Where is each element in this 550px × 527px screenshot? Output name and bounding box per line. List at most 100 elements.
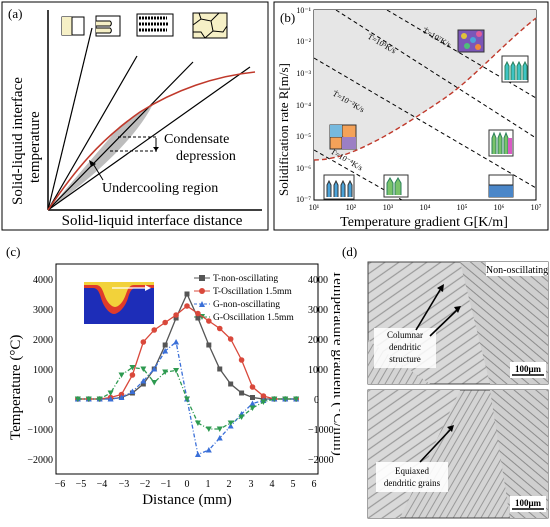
panel-c-xtick: −5 bbox=[76, 479, 87, 490]
panel-c-xtick: −1 bbox=[161, 479, 172, 490]
series-1-point bbox=[184, 291, 190, 297]
series-1-point bbox=[217, 366, 223, 372]
green-columns-icon bbox=[383, 174, 409, 198]
series-3-point bbox=[107, 396, 114, 402]
panel-c: (c) −6 −5 −4 −3 −2 −1 0 1 2 3 4 5 6 −200… bbox=[6, 244, 340, 508]
panel-b-ytick: 10⁻² bbox=[296, 37, 311, 46]
panel-c-ytick-left: −2000 bbox=[27, 455, 53, 466]
series-4-point bbox=[162, 369, 169, 375]
panel-c-ylabel-right: Temperature gradient (°C/mm) bbox=[330, 270, 340, 456]
multicolor-grains-icon bbox=[457, 29, 485, 53]
panel-a-xlabel: Solid-liquid interface distance bbox=[62, 213, 243, 229]
panel-d: (d) Non-oscillating Columnar dendritic s… bbox=[340, 240, 550, 522]
top-annotation-3: structure bbox=[389, 354, 421, 364]
panel-b-ytick: 10⁻⁴ bbox=[296, 101, 311, 110]
series-4-point bbox=[173, 368, 180, 374]
condensate-text-2: depression bbox=[176, 149, 236, 164]
panel-c-x-ticks: −6 −5 −4 −3 −2 −1 0 1 2 3 4 5 6 bbox=[55, 479, 317, 490]
series-4-point bbox=[194, 420, 201, 426]
series-2-point bbox=[195, 310, 201, 317]
columnar-top-icon bbox=[501, 55, 529, 83]
series-4-point bbox=[184, 396, 190, 402]
panel-c-ytick-right: 0 bbox=[314, 395, 319, 406]
series-1-point bbox=[250, 395, 255, 400]
series-3-point bbox=[173, 339, 180, 345]
panel-c-xtick: 5 bbox=[291, 479, 296, 490]
series-2-point bbox=[249, 384, 256, 390]
series-4-point bbox=[238, 414, 245, 420]
legend-g-osc: G-Oscillation 1.5mm bbox=[213, 313, 294, 323]
series-2-point bbox=[238, 357, 245, 363]
series-4-point bbox=[249, 405, 256, 411]
panel-c-label: (c) bbox=[6, 244, 20, 259]
panel-b-ytick: 10⁻⁷ bbox=[296, 195, 311, 204]
liquidus-curve bbox=[47, 71, 256, 211]
panel-c-xtick: 1 bbox=[206, 479, 211, 490]
panel-c-ytick-right: 2000 bbox=[308, 335, 328, 346]
undercooling-arrowhead-icon bbox=[89, 160, 96, 167]
bottom-annotation-1: Equiaxed bbox=[395, 466, 429, 476]
panel-a-ylabel-2: temperature bbox=[27, 111, 43, 183]
arrowhead-icon bbox=[454, 306, 461, 313]
series-4-point bbox=[282, 396, 289, 402]
panel-c-ytick-right: 4000 bbox=[308, 275, 328, 286]
series-2-point bbox=[129, 372, 136, 378]
series-3-point bbox=[162, 348, 169, 354]
structure-line-3 bbox=[47, 61, 194, 211]
panel-c-ytick-right: 1000 bbox=[308, 365, 328, 376]
panel-c-ytick-right: −1000 bbox=[308, 425, 334, 436]
series-4-point bbox=[216, 426, 223, 432]
condensate-text-1: Condensate bbox=[164, 132, 229, 147]
panel-c-xtick: −6 bbox=[55, 479, 66, 490]
panel-b-xtick: 10⁷ bbox=[531, 203, 542, 212]
series-4-point bbox=[293, 396, 300, 402]
panel-c-xtick: 4 bbox=[270, 479, 275, 490]
series-3-point bbox=[151, 366, 158, 372]
series-1-point bbox=[162, 342, 168, 348]
panel-d-svg: (d) Non-oscillating Columnar dendritic s… bbox=[342, 244, 549, 519]
panel-a: (a) Condensate depression Undercooling r… bbox=[1, 1, 269, 231]
series-3-point bbox=[129, 388, 136, 394]
structure-line-1 bbox=[47, 27, 93, 211]
panel-b-ytick: 10⁻³ bbox=[296, 69, 311, 78]
arrowhead-icon bbox=[437, 284, 444, 292]
panel-c-ytick-left: 1000 bbox=[33, 365, 53, 376]
structure-line-2 bbox=[47, 55, 138, 211]
series-3-point bbox=[249, 400, 256, 406]
dendrite-mix-icon bbox=[488, 129, 514, 157]
condensate-arrowhead-icon bbox=[153, 147, 159, 151]
panel-b-xtick: 10¹ bbox=[309, 203, 320, 212]
panel-c-ylabel-left: Temperature (°C) bbox=[8, 335, 24, 440]
panel-c-y-left-ticks: −2000 −1000 0 1000 2000 3000 4000 bbox=[27, 275, 53, 466]
grain-blocks-icon bbox=[329, 124, 357, 150]
panel-c-ytick-left: 2000 bbox=[33, 335, 53, 346]
panel-c-xlabel: Distance (mm) bbox=[142, 492, 232, 508]
series-2-point bbox=[227, 336, 234, 342]
series-4-point bbox=[107, 390, 114, 396]
series-3-point bbox=[194, 451, 201, 457]
series-2-point bbox=[206, 318, 212, 324]
top-annotation-1: Columnar bbox=[387, 330, 423, 340]
panel-c-xtick: 3 bbox=[249, 479, 254, 490]
panel-b-label: (b) bbox=[280, 10, 295, 25]
series-2-point bbox=[216, 325, 223, 332]
panel-c-xtick: 2 bbox=[227, 479, 232, 490]
panel-b-y-ticks: 10⁻¹ 10⁻² 10⁻³ 10⁻⁴ 10⁻⁵ 10⁻⁶ 10⁻⁷ bbox=[296, 6, 312, 204]
series-1-point bbox=[239, 390, 245, 396]
legend-t-osc: T-Oscillation 1.5mm bbox=[213, 287, 292, 297]
panel-b-xtick: 10⁶ bbox=[494, 203, 505, 212]
panel-c-xtick: 0 bbox=[185, 479, 190, 490]
thermal-inset bbox=[84, 282, 154, 324]
series-4-point bbox=[129, 365, 136, 371]
panel-c-xtick: −2 bbox=[140, 479, 151, 490]
panel-c-ytick-left: 0 bbox=[48, 395, 53, 406]
panel-c-y-right-ticks: −2000 −1000 0 1000 2000 3000 4000 bbox=[308, 275, 334, 466]
panel-b-ytick: 10⁻¹ bbox=[296, 6, 311, 15]
series-3-point bbox=[205, 447, 212, 453]
series-1-point bbox=[228, 381, 234, 387]
panel-d-label: (d) bbox=[342, 244, 357, 259]
equiaxed-icon bbox=[192, 12, 228, 39]
panel-c-xtick: −4 bbox=[97, 479, 108, 490]
scale-bar-top: 100μm bbox=[515, 364, 542, 374]
planar-blue-icon bbox=[488, 174, 514, 198]
